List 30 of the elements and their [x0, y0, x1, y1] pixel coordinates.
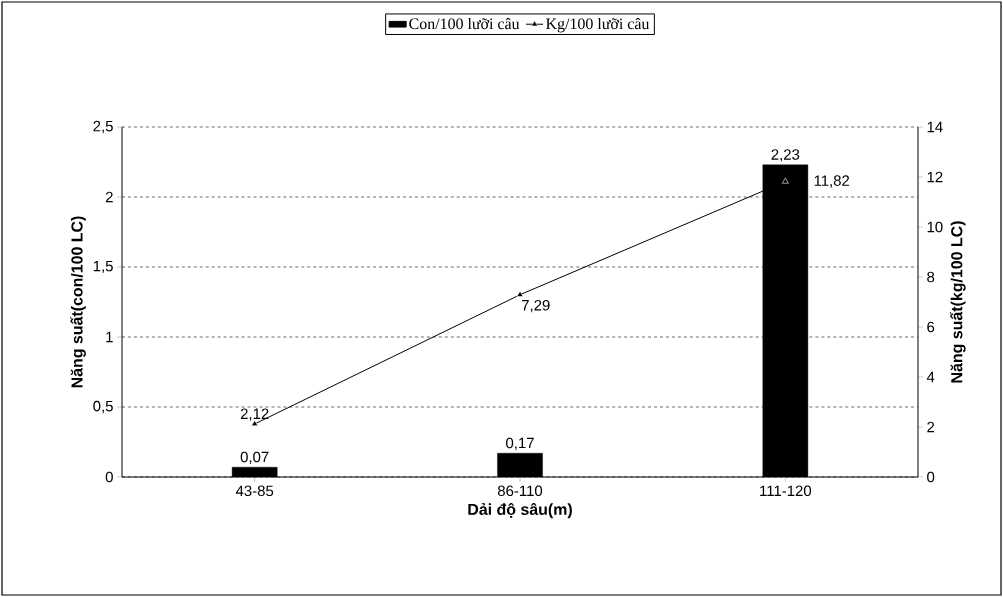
x-axis-title: Dải độ sâu(m)	[468, 502, 572, 519]
data-label: 7,29	[521, 299, 550, 313]
y-tick-label: 0,5	[93, 400, 113, 414]
x-tick-label: 86-110	[497, 485, 543, 497]
legend-label: Con/100 lưỡi câu	[409, 17, 520, 30]
y2-tick-label: 6	[927, 321, 935, 333]
data-label: 2,23	[771, 149, 800, 162]
y2-tick-label: 14	[927, 121, 943, 133]
x-tick-label: 111-120	[760, 485, 812, 497]
y2-tick-label: 12	[927, 171, 943, 183]
y-tick-label: 2,5	[93, 120, 113, 134]
point	[781, 177, 789, 184]
data-label: 2,12	[240, 408, 269, 421]
y2-tick-label: 10	[927, 221, 943, 233]
data-label: 0,17	[506, 437, 534, 450]
y2-tick-label: 8	[927, 271, 935, 283]
point	[516, 290, 524, 297]
data-label: 11,82	[814, 175, 850, 188]
y-tick-label: 0	[105, 471, 113, 483]
data-label: 0,07	[240, 451, 269, 464]
y2-tick-label: 4	[926, 371, 935, 383]
y2-tick-label: 0	[927, 471, 935, 483]
legend-label: Kg/100 lưỡi câu	[546, 17, 650, 33]
y-tick-label: 1	[106, 331, 113, 343]
y2-axis-title: Năng suất(kg/100 LC)	[949, 221, 966, 383]
y-tick-label: 1,5	[93, 260, 113, 274]
y-axis-title: Năng suất(con/100 LC)	[70, 216, 86, 388]
y-tick-label: 2	[105, 191, 113, 203]
x-tick-label: 43-85	[235, 485, 274, 497]
y2-tick-label: 2	[927, 421, 935, 433]
